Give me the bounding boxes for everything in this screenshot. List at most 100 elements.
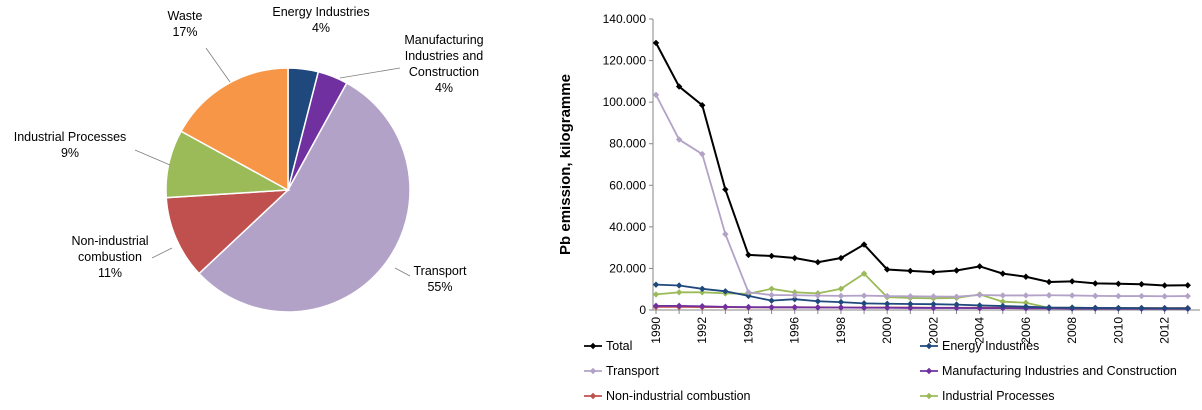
x-tick-label: 1990 xyxy=(649,317,663,344)
data-point-transport xyxy=(745,289,752,296)
data-point-transport xyxy=(999,292,1006,299)
legend-swatch-marker xyxy=(589,392,597,400)
data-point-manufacturing-industries-and-construction xyxy=(860,304,868,311)
x-tick-label: 2006 xyxy=(1019,317,1033,344)
legend-swatch-marker xyxy=(925,392,933,400)
series-transport xyxy=(652,91,1191,300)
data-point-total xyxy=(999,270,1006,277)
data-point-manufacturing-industries-and-construction xyxy=(722,303,729,311)
leader-line-waste xyxy=(205,47,231,83)
data-point-total xyxy=(652,39,660,47)
data-point-transport xyxy=(675,136,683,143)
data-point-total xyxy=(1022,273,1030,280)
x-tick-label: 1996 xyxy=(788,317,802,344)
pie-pct-waste: 17% xyxy=(172,25,197,39)
data-point-transport xyxy=(699,150,706,158)
data-point-total xyxy=(1138,281,1145,288)
data-point-energy-industries xyxy=(675,282,683,289)
data-point-transport xyxy=(860,292,868,299)
legend-item-transport: Transport xyxy=(584,364,660,378)
series-line-total xyxy=(655,42,1188,287)
data-point-total xyxy=(976,263,983,270)
y-tick-label: 60.000 xyxy=(609,178,646,192)
x-tick-label: 1994 xyxy=(741,317,755,344)
data-point-total xyxy=(1045,278,1053,286)
legend-label: Manufacturing Industries and Constructio… xyxy=(942,364,1177,378)
legend-label: Transport xyxy=(606,364,660,378)
legend-swatch-marker xyxy=(925,342,933,350)
legend-item-energy-industries: Energy Industries xyxy=(920,339,1039,353)
data-point-industrial-processes xyxy=(652,291,660,298)
data-point-total xyxy=(860,241,868,248)
legend-label: Energy Industries xyxy=(942,339,1039,353)
pie-label-non-industrial-combustion: Non-industrial combustion xyxy=(71,234,148,264)
data-point-energy-industries xyxy=(953,301,960,308)
data-point-industrial-processes xyxy=(837,285,845,292)
data-point-energy-industries xyxy=(1068,304,1076,311)
y-tick-label: 140.000 xyxy=(603,12,647,26)
data-point-energy-industries xyxy=(930,300,937,308)
data-point-transport xyxy=(1184,292,1191,300)
pie-pct-energy-industries: 4% xyxy=(312,21,330,35)
pie-label-industrial-processes: Industrial Processes xyxy=(14,130,127,144)
data-point-total xyxy=(722,186,729,193)
pie-label-manufacturing-industries-and-construction: Manufacturing Industries and Construction xyxy=(404,33,483,79)
data-point-industrial-processes xyxy=(768,285,775,292)
data-point-manufacturing-industries-and-construction xyxy=(745,303,752,311)
series-line-industrial-processes xyxy=(655,272,1188,310)
x-tick-label: 2002 xyxy=(926,317,940,344)
data-point-total xyxy=(930,268,937,276)
data-point-total xyxy=(1092,280,1099,287)
data-point-energy-industries xyxy=(1022,303,1030,310)
data-point-energy-industries xyxy=(1138,304,1145,312)
pie-chart: Energy Industries 4% Manufacturing Industri… xyxy=(14,5,484,313)
data-point-transport xyxy=(1045,292,1053,299)
data-point-energy-industries xyxy=(1115,304,1122,312)
y-tick-label: 40.000 xyxy=(609,220,646,234)
legend-item-manufacturing-industries-and-construction: Manufacturing Industries and Constructio… xyxy=(920,364,1177,378)
data-point-manufacturing-industries-and-construction xyxy=(953,304,960,312)
data-point-energy-industries xyxy=(814,298,822,305)
y-tick-label: 120.000 xyxy=(603,54,647,68)
data-point-transport xyxy=(652,91,660,99)
x-tick-label: 1998 xyxy=(834,317,848,344)
data-point-total xyxy=(745,251,752,259)
y-tick-label: 20.000 xyxy=(609,261,646,275)
data-point-industrial-processes xyxy=(860,270,868,277)
data-point-energy-industries xyxy=(860,300,868,307)
data-point-energy-industries xyxy=(907,300,914,308)
data-point-total xyxy=(953,267,960,274)
data-point-transport xyxy=(1068,292,1076,299)
data-point-manufacturing-industries-and-construction xyxy=(675,302,683,310)
y-axis-label: Pb emission, kilogramme xyxy=(560,74,574,255)
data-point-transport xyxy=(930,293,937,300)
leader-line-industrial-processes xyxy=(134,149,171,166)
legend-item-total: Total xyxy=(584,339,632,353)
leader-line-manufacturing-industries-and-construction xyxy=(339,67,401,79)
x-tick-label: 2012 xyxy=(1158,317,1172,344)
data-point-total xyxy=(907,267,914,275)
pie-pct-non-industrial-combustion: 11% xyxy=(98,266,122,280)
data-point-transport xyxy=(976,291,983,299)
pie-pct-industrial-processes: 9% xyxy=(61,146,79,160)
legend-label: Industrial Processes xyxy=(942,389,1055,403)
data-point-industrial-processes xyxy=(675,289,683,296)
data-point-total xyxy=(768,252,775,260)
legend-swatch-marker xyxy=(589,342,597,350)
data-point-total xyxy=(837,254,845,262)
series-industrial-processes xyxy=(652,270,1191,312)
data-point-transport xyxy=(1161,293,1168,300)
data-point-total xyxy=(791,254,798,262)
pie-label-energy-industries: Energy Industries xyxy=(272,5,369,19)
data-point-manufacturing-industries-and-construction xyxy=(699,303,706,310)
x-tick-label: 2000 xyxy=(880,317,894,344)
x-tick-label: 1992 xyxy=(695,317,709,344)
data-point-total xyxy=(699,102,706,109)
data-point-total xyxy=(814,258,822,266)
pie-slice-transport xyxy=(198,82,411,313)
data-point-total xyxy=(1115,280,1122,288)
y-tick-label: 100.000 xyxy=(603,95,647,109)
legend-label: Total xyxy=(606,339,632,353)
data-point-energy-industries xyxy=(1161,305,1168,312)
